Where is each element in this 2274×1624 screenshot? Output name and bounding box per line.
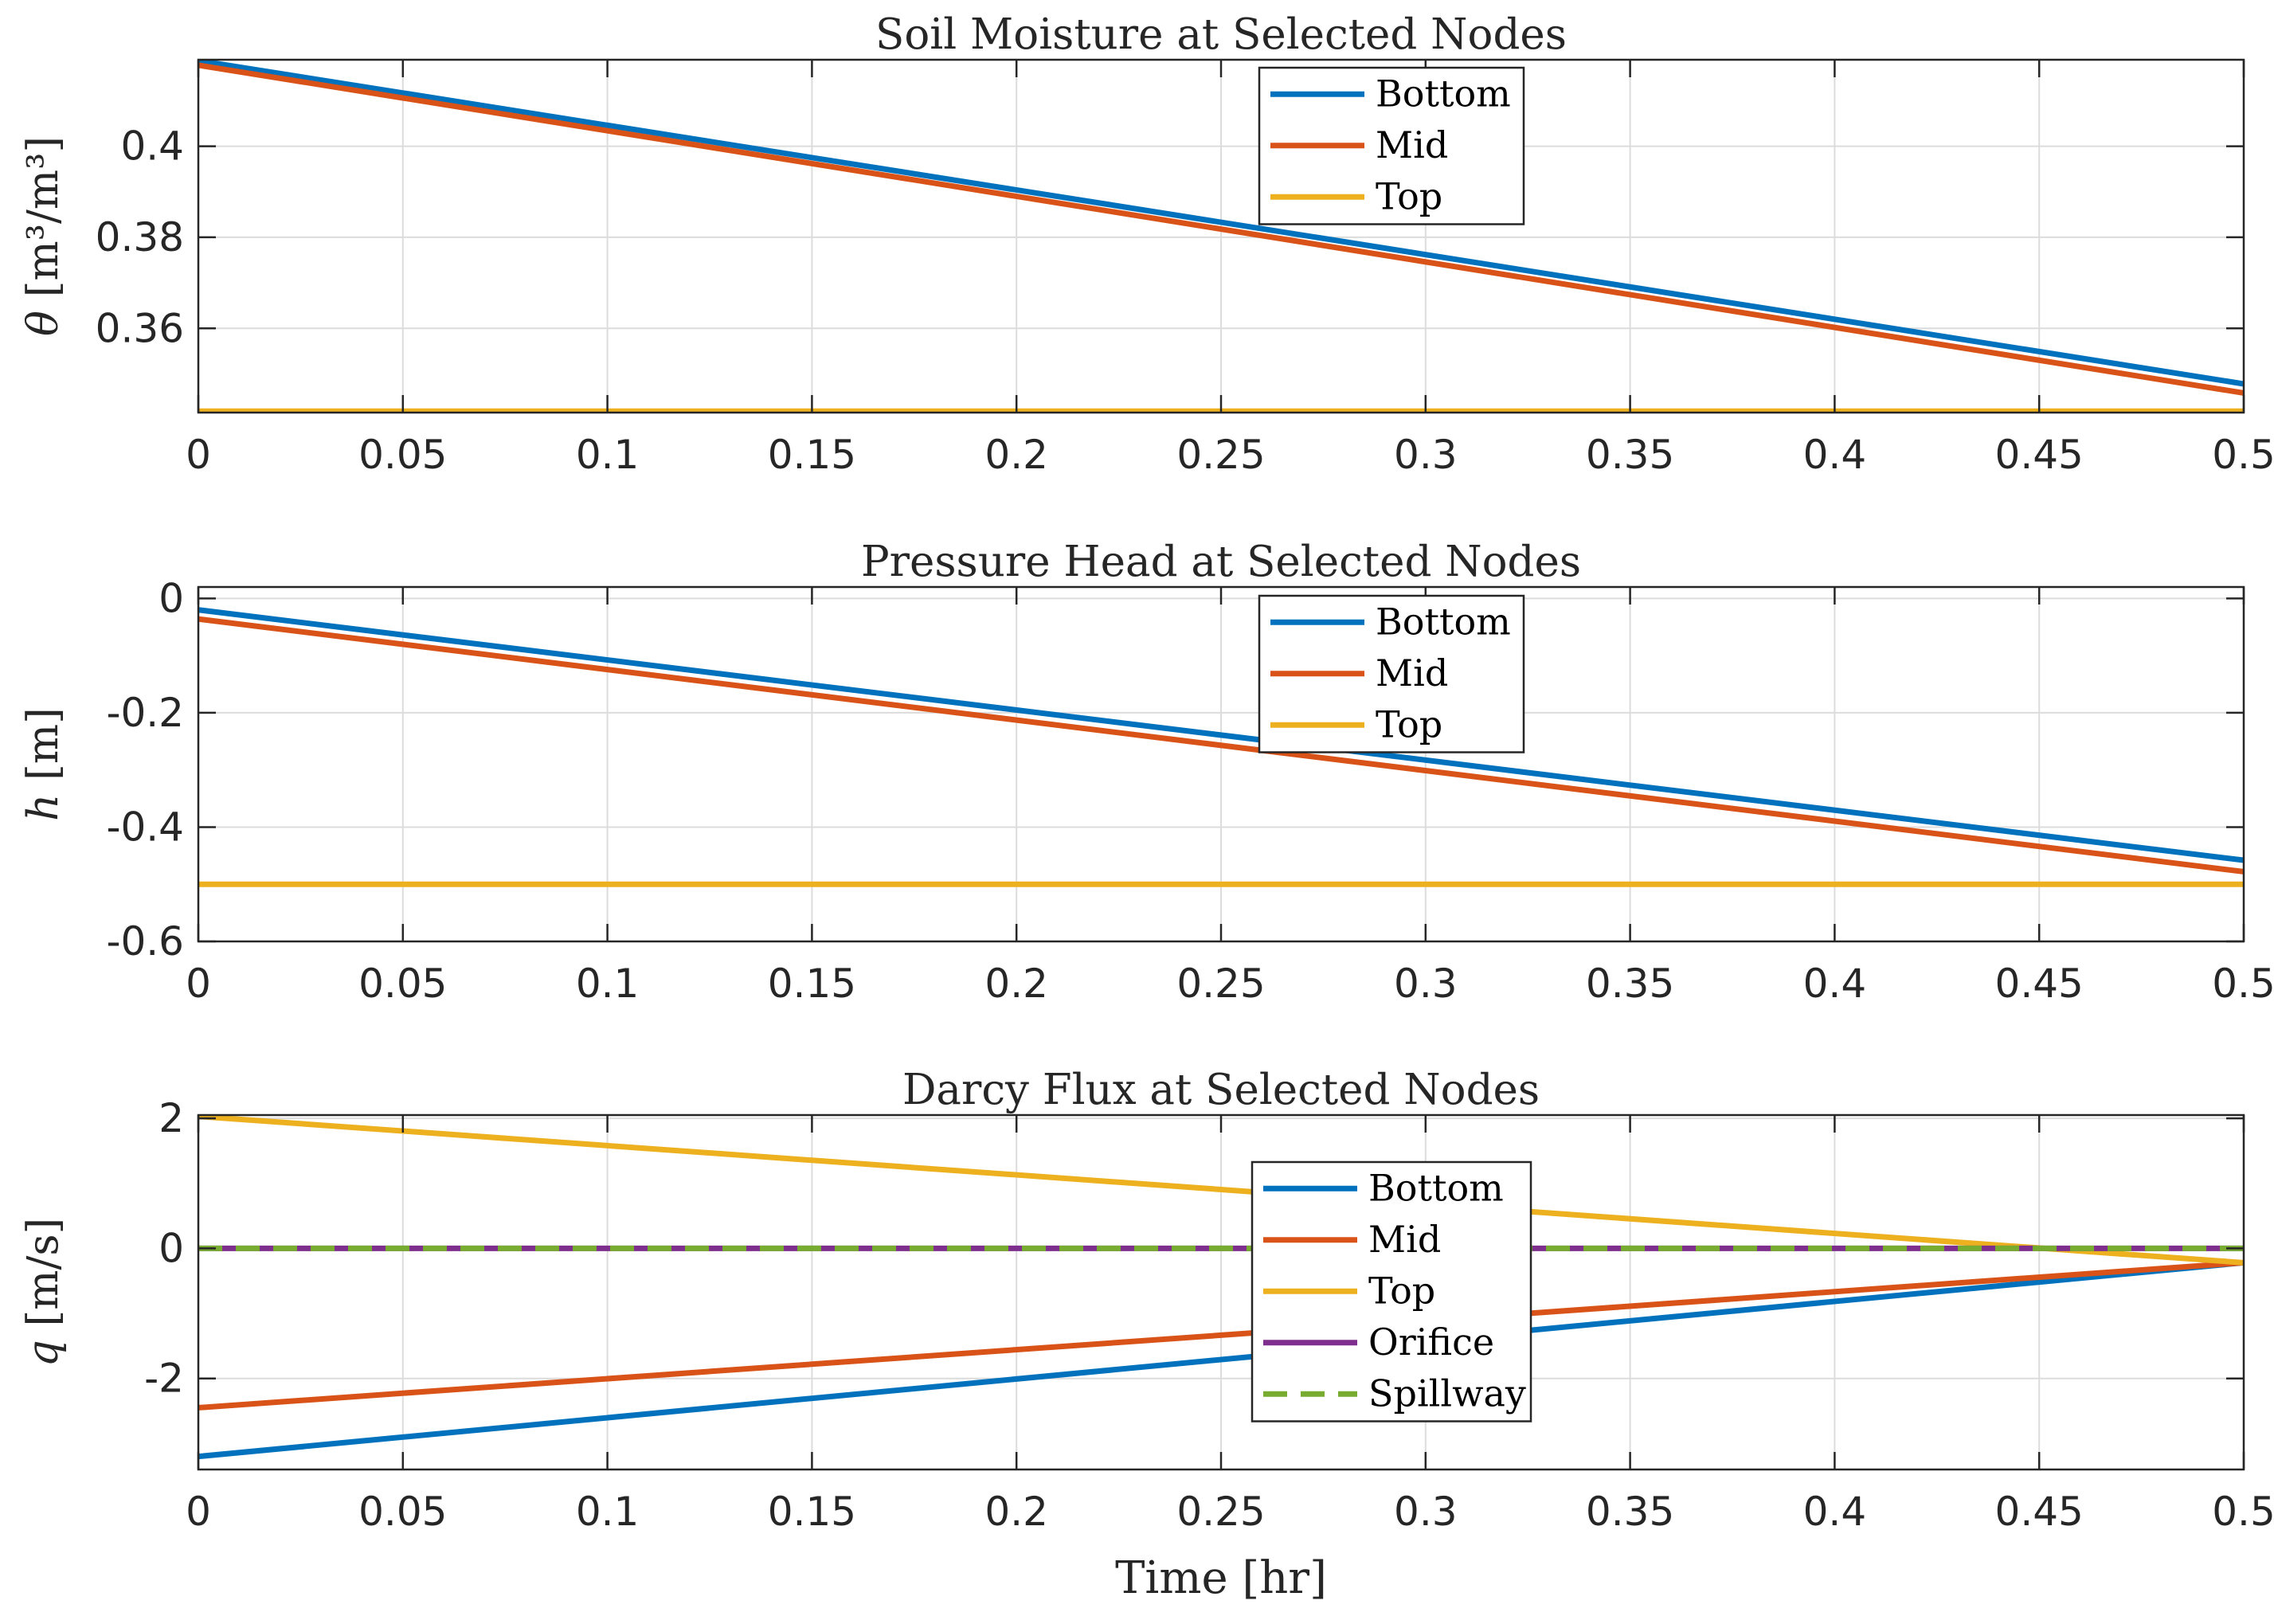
x-tick-label: 0.3 [1394, 1489, 1458, 1535]
y-axis-unit: [m/s] [19, 1218, 68, 1327]
legend-label: Mid [1376, 123, 1448, 166]
x-tick-label: 0.5 [2212, 961, 2274, 1007]
series-group [198, 1115, 2244, 1460]
y-tick-label: -2 [144, 1356, 184, 1402]
y-tick-label: 0 [159, 575, 184, 621]
series-line-mid [198, 1259, 2244, 1411]
x-tick-label: 0.4 [1803, 1489, 1867, 1535]
y-axis-label: θ [m³/m³] [19, 136, 68, 336]
x-tick-label: 0.5 [2212, 1489, 2274, 1535]
y-axis-unit: [m³/m³] [19, 136, 68, 297]
legend-label: Top [1376, 174, 1442, 217]
x-tick-label: 0.2 [984, 1489, 1048, 1535]
series-line-bottom [198, 60, 2244, 387]
series-group [198, 607, 2244, 887]
x-tick-label: 0.35 [1586, 1489, 1674, 1535]
y-tick-label: 0.38 [96, 214, 184, 260]
x-tick-label: 0.45 [1995, 432, 2084, 478]
x-tick-label: 0 [186, 961, 211, 1007]
x-tick-label: 0.1 [576, 961, 640, 1007]
y-axis-label: h [m] [19, 707, 68, 821]
y-tick-label: 2 [159, 1095, 184, 1141]
y-tick-label: 0 [159, 1225, 184, 1271]
chart-panel-2: 0 0.05 0.1 0.15 0.2 0.25 0.3 0.35 0.4 0.45 0.5 -0.6… [19, 538, 2274, 1007]
x-tick-label: 0.35 [1586, 432, 1674, 478]
x-tick-label: 0.05 [358, 1489, 447, 1535]
series-line-mid [198, 62, 2244, 396]
legend-label: Orifice [1368, 1321, 1494, 1364]
chart-title: Soil Moisture at Selected Nodes [875, 10, 1567, 59]
x-tick-label: 0.3 [1394, 432, 1458, 478]
x-tick-label: 0.4 [1803, 961, 1867, 1007]
y-axis-symbol: h [19, 794, 68, 821]
legend-label: Top [1376, 702, 1442, 745]
y-axis-space [19, 1326, 68, 1340]
grid [198, 587, 2244, 941]
x-tick-label: 0.05 [358, 432, 447, 478]
series-line-bottom [198, 607, 2244, 863]
x-tick-label: 0.1 [576, 1489, 640, 1535]
x-tick-label: 0.05 [358, 961, 447, 1007]
x-tick-label: 0.45 [1995, 1489, 2084, 1535]
y-tick-label: -0.6 [106, 918, 184, 965]
legend-label: Bottom [1368, 1166, 1504, 1209]
y-tick-label: 0.4 [120, 123, 184, 170]
legend-label: Mid [1376, 652, 1448, 695]
y-axis-symbol: θ [19, 311, 68, 336]
x-tick-label: 0.15 [768, 961, 856, 1007]
chart-panel-1: 0 0.05 0.1 0.15 0.2 0.25 0.3 0.35 0.4 0.45 0.5 0.36… [19, 10, 2274, 478]
x-tick-label: 0.1 [576, 432, 640, 478]
x-tick-label: 0 [186, 432, 211, 478]
legend: Bottom Mid Top [1258, 66, 1525, 225]
y-axis-space [19, 297, 68, 311]
x-tick-label: 0.15 [768, 432, 856, 478]
y-axis-symbol: q [19, 1340, 68, 1367]
legend-label: Bottom [1376, 600, 1511, 643]
x-tick-label: 0.4 [1803, 432, 1867, 478]
series-line-mid [198, 616, 2244, 875]
chart-title: Pressure Head at Selected Nodes [861, 538, 1581, 586]
series-line-top [198, 1115, 2244, 1266]
series-line-bottom [198, 1259, 2244, 1460]
x-tick-label: 0.25 [1176, 432, 1265, 478]
x-axis-label: Time [hr] [1115, 1552, 1327, 1604]
x-tick-label: 0 [186, 1489, 211, 1535]
legend-label: Bottom [1376, 72, 1511, 115]
y-axis-unit: [m] [19, 707, 68, 781]
x-tick-label: 0.35 [1586, 961, 1674, 1007]
x-tick-label: 0.2 [984, 961, 1048, 1007]
y-axis-label: q [m/s] [19, 1218, 68, 1367]
y-axis-space [19, 781, 68, 794]
legend: Bottom Mid Top [1258, 594, 1525, 753]
legend-label: Mid [1368, 1218, 1441, 1261]
x-tick-label: 0.5 [2212, 432, 2274, 478]
x-tick-label: 0.2 [984, 432, 1048, 478]
x-tick-label: 0.25 [1176, 1489, 1265, 1535]
y-tick-label: 0.36 [96, 305, 184, 351]
legend-label: Top [1368, 1269, 1435, 1312]
x-tick-label: 0.3 [1394, 961, 1458, 1007]
x-tick-label: 0.15 [768, 1489, 856, 1535]
y-tick-label: -0.4 [106, 804, 184, 850]
y-tick-label: -0.2 [106, 690, 184, 736]
x-tick-label: 0.45 [1995, 961, 2084, 1007]
x-tick-label: 0.25 [1176, 961, 1265, 1007]
legend: Bottom Mid Top Orifice Spillway [1251, 1160, 1532, 1422]
legend-label: Spillway [1368, 1372, 1526, 1415]
chart-title: Darcy Flux at Selected Nodes [902, 1066, 1540, 1114]
chart-panel-3: 0 0.05 0.1 0.15 0.2 0.25 0.3 0.35 0.4 0.45 0.5 -2 0 2… [19, 1066, 2274, 1604]
